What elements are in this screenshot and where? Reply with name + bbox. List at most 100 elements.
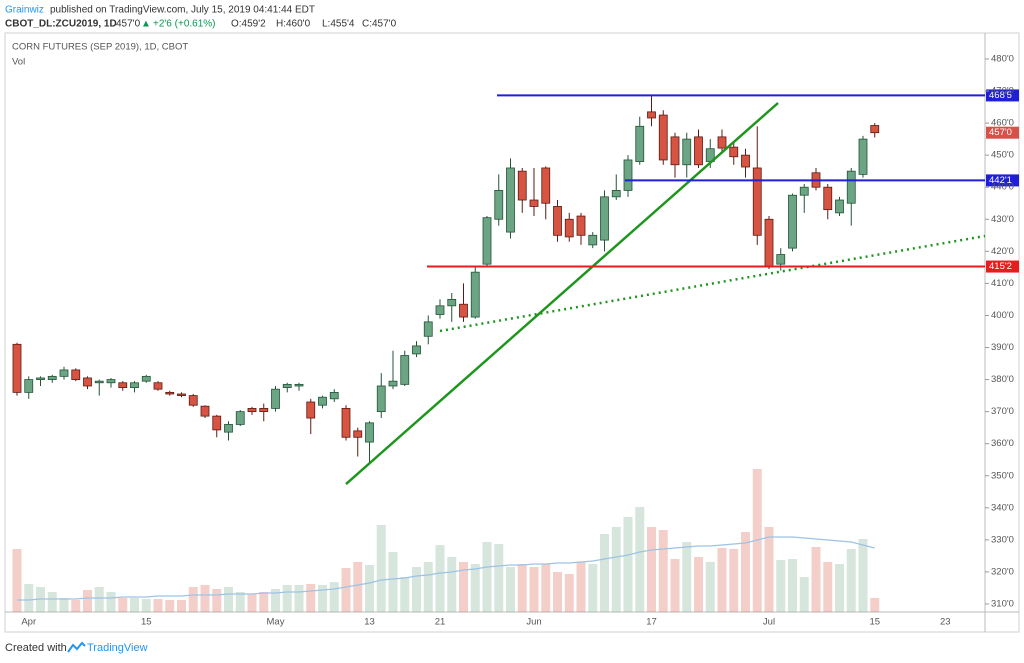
volume-bar: [141, 599, 151, 612]
candle-body: [553, 206, 562, 236]
volume-bar: [459, 562, 468, 612]
volume-bar: [83, 590, 92, 612]
candle-body: [470, 271, 480, 318]
volume-bar: [365, 565, 374, 612]
candle-body: [741, 154, 750, 168]
volume-bar: [259, 592, 269, 612]
volume-bar: [212, 589, 222, 612]
x-tick-label: May: [267, 617, 285, 628]
volume-bar: [294, 585, 304, 612]
y-tick-label: 370'0: [991, 406, 1014, 417]
y-tick-label: 420'0: [991, 246, 1014, 257]
candle-body: [400, 355, 410, 385]
candle-body: [235, 411, 245, 425]
volume-bar: [188, 587, 198, 612]
candle-body: [130, 382, 139, 388]
volume-bar: [717, 548, 727, 612]
y-tick-label: 310'0: [991, 599, 1014, 610]
candle-body: [835, 199, 844, 214]
volume-bar: [247, 594, 257, 612]
volume-bar: [94, 587, 104, 612]
volume-pane: [12, 469, 880, 612]
candle-body: [752, 167, 762, 236]
candle-body: [588, 234, 598, 246]
volume-bar: [71, 600, 81, 612]
y-tick-label: 410'0: [991, 278, 1014, 289]
high-text: H:460'0: [276, 19, 311, 30]
volume-bar: [388, 552, 398, 612]
candle-body: [412, 345, 421, 355]
y-tick-label: 330'0: [991, 534, 1014, 545]
x-tick-label: Apr: [21, 617, 36, 628]
candle-body: [224, 424, 233, 433]
y-tick-label: 350'0: [991, 470, 1014, 481]
volume-bar: [224, 587, 233, 612]
trend-line[interactable]: [345, 102, 779, 485]
published-text: published on TradingView.com, July 15, 2…: [50, 5, 315, 16]
candle-body: [24, 379, 34, 393]
volume-bar: [200, 585, 210, 612]
volume-bar: [506, 567, 515, 612]
candle-body: [576, 215, 586, 236]
volume-bar: [412, 567, 421, 612]
candle-body: [764, 218, 774, 267]
candle-body: [212, 415, 222, 431]
candle-body: [694, 136, 703, 166]
volume-bar: [835, 564, 844, 612]
candle-body: [658, 114, 668, 161]
volume-bar: [529, 567, 539, 612]
candle-body: [318, 396, 327, 406]
open-text: O:459'2: [231, 19, 266, 30]
candle-body: [541, 167, 551, 204]
candle-body: [564, 218, 574, 238]
x-tick-label: 23: [940, 617, 951, 628]
volume-bar: [165, 600, 175, 612]
volume-bar: [564, 574, 574, 612]
candle-body: [118, 382, 128, 388]
x-tick-label: 15: [869, 617, 880, 628]
candle-body: [106, 379, 116, 384]
volume-bar: [705, 562, 715, 612]
volume-bar: [318, 585, 327, 612]
candle-body: [353, 430, 363, 438]
chart-title: CORN FUTURES (SEP 2019), 1D, CBOT: [12, 42, 188, 53]
volume-bar: [353, 562, 363, 612]
x-tick-label: 17: [646, 617, 657, 628]
candle-body: [517, 170, 527, 201]
volume-bar: [823, 562, 833, 612]
volume-label: Vol: [12, 57, 25, 68]
volume-bar: [764, 527, 774, 612]
last-price-label: 457'0: [989, 127, 1012, 138]
candle-body: [870, 125, 880, 134]
candle-body: [247, 408, 257, 413]
volume-bar: [846, 549, 856, 612]
footer-brand[interactable]: TradingView: [87, 642, 148, 654]
candle-body: [12, 343, 22, 393]
volume-bar: [12, 549, 22, 612]
candle-body: [306, 401, 316, 419]
candle-body: [611, 190, 621, 198]
volume-bar: [658, 530, 668, 612]
level-label: 442'1: [989, 175, 1012, 186]
candle-body: [71, 369, 81, 380]
candle-body: [494, 190, 504, 220]
low-text: L:455'4: [322, 19, 355, 30]
candle-body: [59, 369, 69, 377]
candle-body: [600, 196, 609, 241]
volume-bar: [435, 545, 445, 612]
volume-bar: [635, 507, 645, 612]
user[interactable]: Grainwiz: [5, 5, 44, 16]
candle-body: [165, 391, 175, 395]
y-tick-label: 340'0: [991, 502, 1014, 513]
candle-body: [788, 194, 797, 249]
x-tick-label: 21: [435, 617, 446, 628]
volume-bar: [588, 564, 598, 612]
dotted-trend-line[interactable]: [439, 234, 985, 333]
volume-bar: [423, 562, 433, 612]
volume-bar: [799, 577, 809, 612]
y-tick-label: 450'0: [991, 150, 1014, 161]
volume-bar: [811, 547, 821, 612]
y-tick-label: 360'0: [991, 438, 1014, 449]
volume-bar: [341, 568, 351, 612]
x-tick-label: Jun: [526, 617, 541, 628]
